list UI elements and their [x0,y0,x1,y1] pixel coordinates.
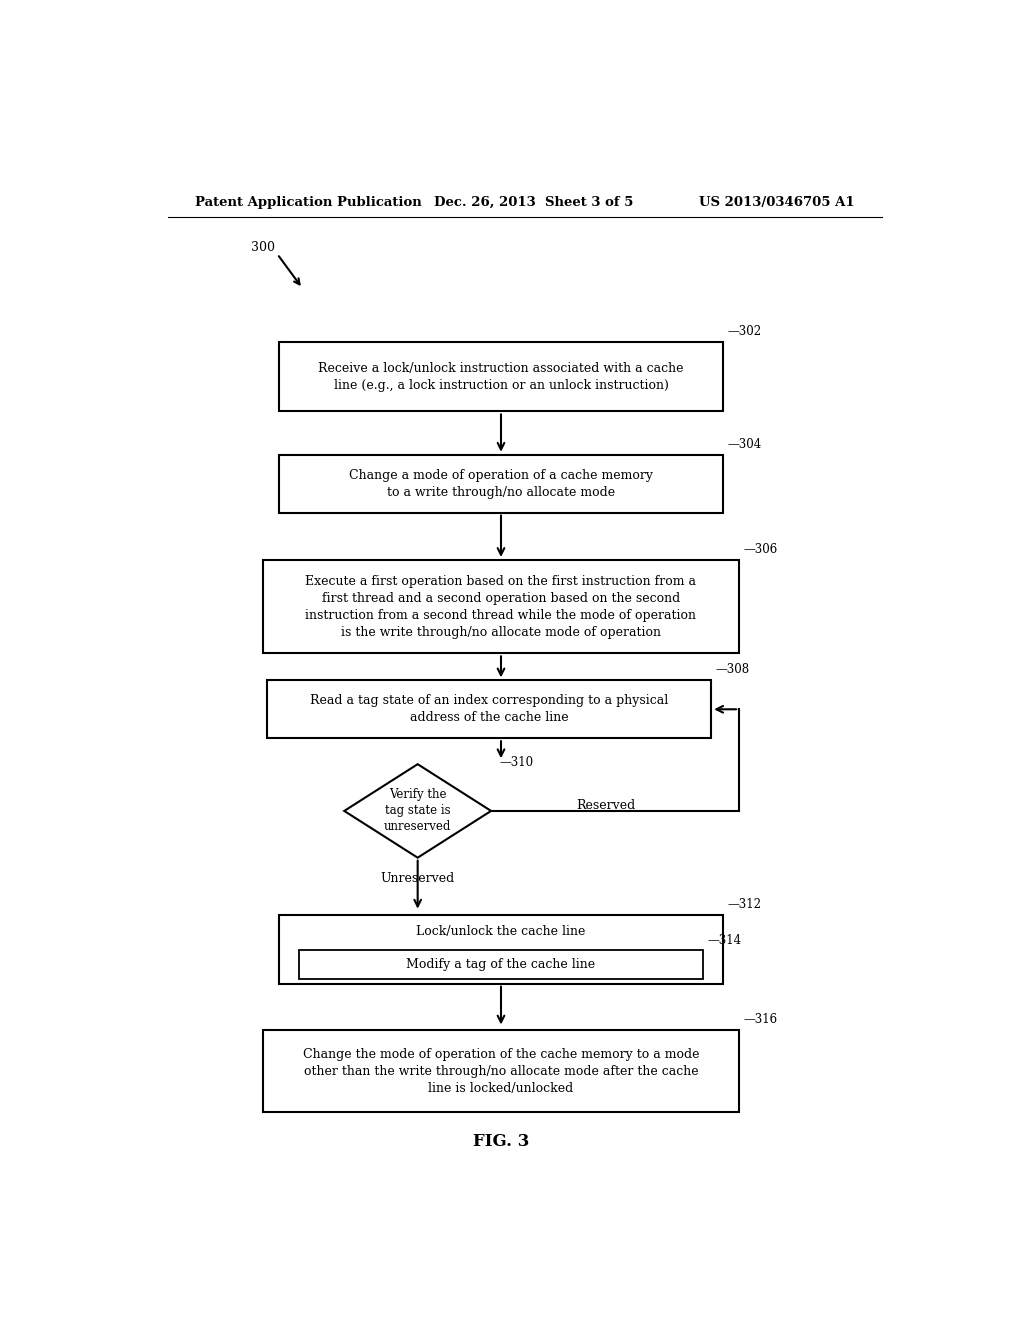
Text: —306: —306 [743,543,777,556]
Text: Reserved: Reserved [577,800,636,812]
Text: —312: —312 [727,898,761,911]
FancyBboxPatch shape [299,950,703,979]
FancyBboxPatch shape [263,560,739,653]
FancyBboxPatch shape [279,915,723,983]
Text: Change the mode of operation of the cache memory to a mode
other than the write : Change the mode of operation of the cach… [303,1048,699,1094]
Text: Lock/unlock the cache line: Lock/unlock the cache line [417,925,586,939]
Text: 300: 300 [251,242,275,255]
Text: FIG. 3: FIG. 3 [473,1133,529,1150]
Text: Patent Application Publication: Patent Application Publication [196,195,422,209]
Polygon shape [344,764,492,858]
FancyBboxPatch shape [279,342,723,412]
Text: US 2013/0346705 A1: US 2013/0346705 A1 [699,195,855,209]
Text: Change a mode of operation of a cache memory
to a write through/no allocate mode: Change a mode of operation of a cache me… [349,469,653,499]
Text: Receive a lock/unlock instruction associated with a cache
line (e.g., a lock ins: Receive a lock/unlock instruction associ… [318,362,684,392]
Text: —302: —302 [727,325,761,338]
Text: Unreserved: Unreserved [381,873,455,884]
Text: —308: —308 [716,663,750,676]
Text: Modify a tag of the cache line: Modify a tag of the cache line [407,958,596,972]
Text: Dec. 26, 2013  Sheet 3 of 5: Dec. 26, 2013 Sheet 3 of 5 [433,195,633,209]
Text: —310: —310 [499,756,534,770]
Text: Verify the
tag state is
unreserved: Verify the tag state is unreserved [384,788,452,833]
FancyBboxPatch shape [267,680,712,738]
Text: —314: —314 [708,933,741,946]
FancyBboxPatch shape [279,454,723,512]
Text: Read a tag state of an index corresponding to a physical
address of the cache li: Read a tag state of an index correspondi… [310,694,669,725]
FancyBboxPatch shape [263,1031,739,1111]
Text: —304: —304 [727,438,762,450]
Text: —316: —316 [743,1014,777,1027]
Text: Execute a first operation based on the first instruction from a
first thread and: Execute a first operation based on the f… [305,574,696,639]
